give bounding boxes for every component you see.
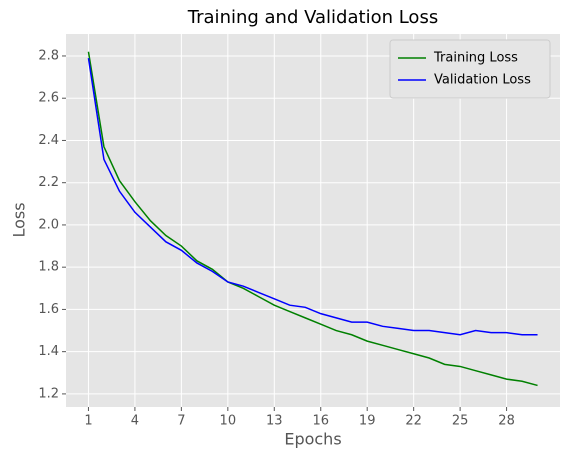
x-tick-label: 10 — [220, 414, 237, 429]
y-tick-label: 1.2 — [38, 386, 59, 401]
legend-box — [389, 39, 551, 99]
y-tick-label: 1.4 — [38, 344, 59, 359]
series-line — [87, 57, 538, 336]
legend-label: Training Loss — [433, 51, 518, 66]
x-tick-label: 4 — [131, 414, 139, 429]
legend: Training Loss Validation Loss — [389, 39, 551, 99]
grid — [66, 34, 560, 407]
y-tick-label: 2.8 — [38, 48, 59, 63]
chart-title: Training and Validation Loss — [187, 7, 438, 28]
y-tick-label: 2.0 — [38, 217, 59, 232]
lines — [87, 51, 538, 387]
y-tick-label: 1.6 — [38, 302, 59, 317]
y-tick-label: 2.4 — [38, 133, 59, 148]
y-tick-label: 2.6 — [38, 91, 59, 106]
x-tick-label: 7 — [177, 414, 185, 429]
x-tick-label: 16 — [312, 414, 329, 429]
y-axis-label: Loss — [10, 202, 29, 237]
x-tick-label: 28 — [498, 414, 515, 429]
x-tick-label: 19 — [359, 414, 376, 429]
x-tick-label: 25 — [452, 414, 469, 429]
x-tick-label: 22 — [405, 414, 422, 429]
y-tick-label: 1.8 — [38, 260, 59, 275]
x-axis-label: Epochs — [284, 430, 341, 449]
x-tick-label: 1 — [84, 414, 92, 429]
x-tick-label: 13 — [266, 414, 283, 429]
legend-label: Validation Loss — [434, 73, 531, 88]
series-line — [87, 51, 538, 387]
y-tick-label: 2.2 — [38, 175, 59, 190]
